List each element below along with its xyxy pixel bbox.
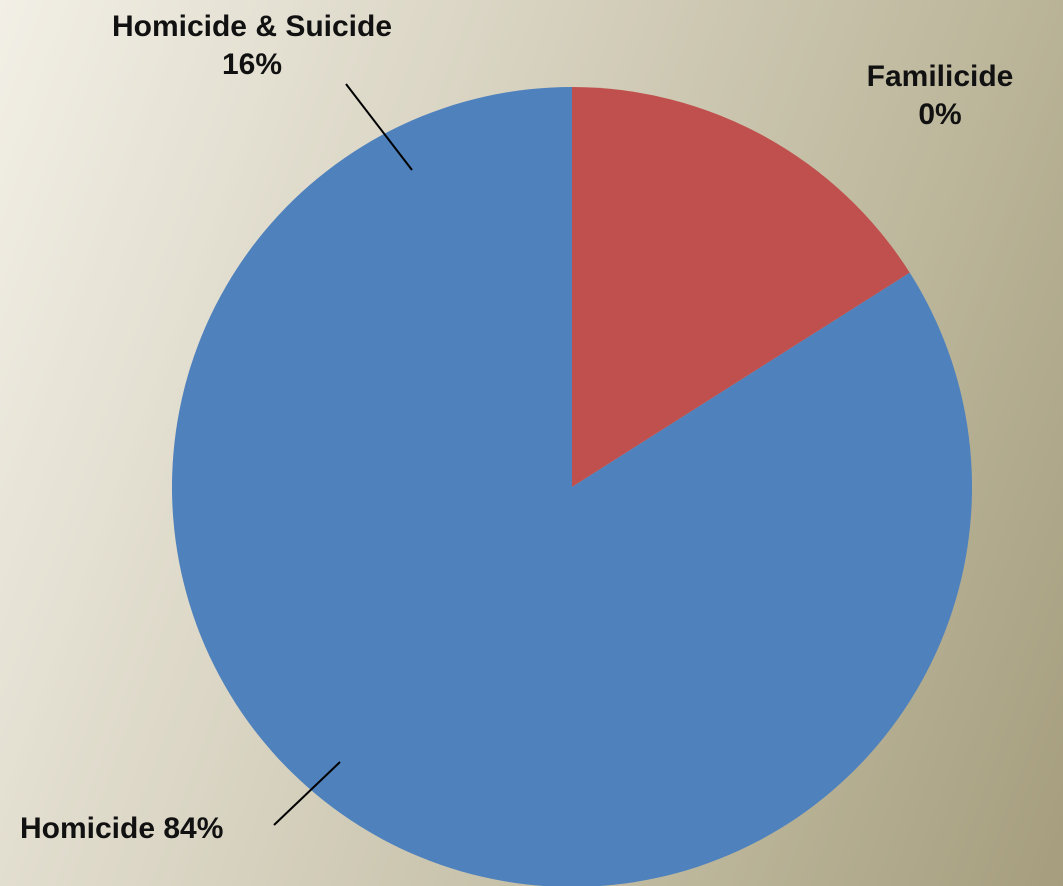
slice-label-homicide-suicide-pct: 16%	[221, 48, 283, 81]
slice-label-homicide: Homicide 84%	[20, 812, 224, 845]
pie-slice-homicide	[172, 87, 972, 886]
slice-label-familicide: Familicide 0%	[850, 58, 1030, 134]
slice-label-homicide-suicide: Homicide & Suicide 16%	[82, 8, 422, 84]
slice-label-homicide-suicide-name: Homicide & Suicide	[111, 10, 393, 43]
leader-line-homicide-suicide	[345, 83, 413, 171]
slice-label-familicide-name: Familicide	[866, 60, 1014, 93]
pie-slice-homicide-and-suicide	[572, 87, 910, 487]
slice-label-familicide-pct: 0%	[918, 98, 962, 131]
leader-line-homicide	[273, 761, 341, 826]
